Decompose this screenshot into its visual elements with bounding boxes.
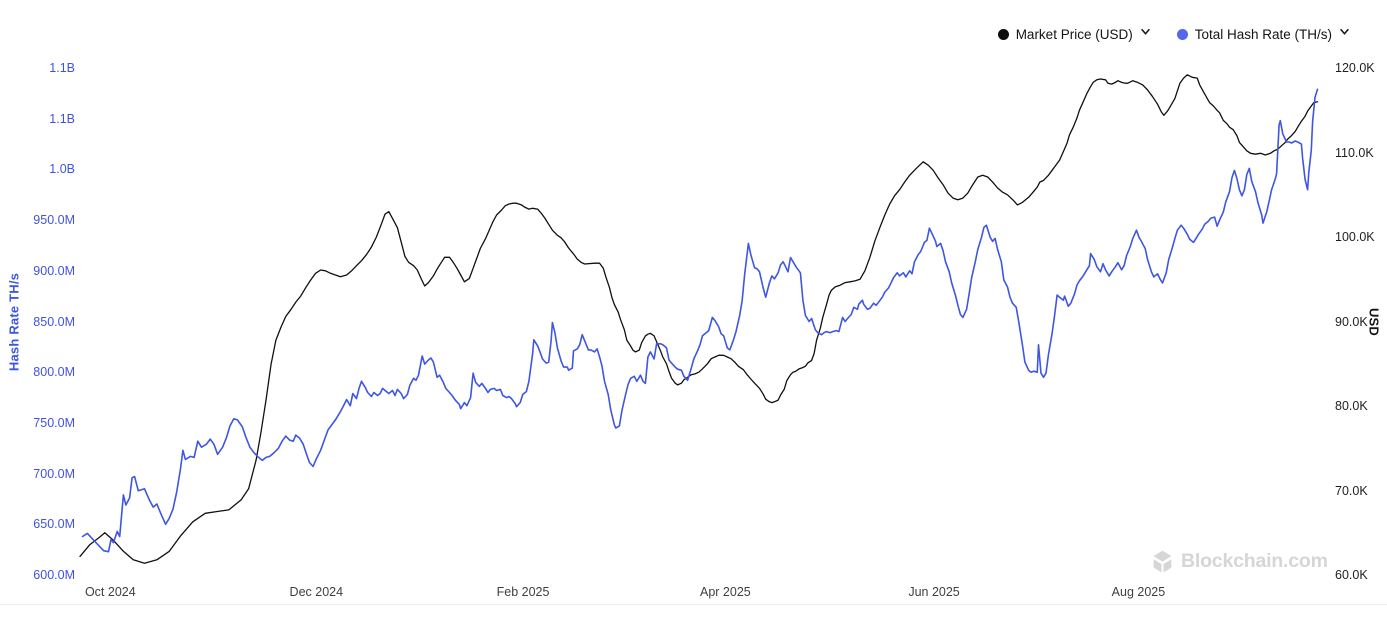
left-axis-tick-label: 700.0M bbox=[33, 466, 75, 481]
right-axis-tick-labels: 120.0K 110.0K 100.0K 90.0K 80.0K 70.0K 60.0K bbox=[1335, 0, 1387, 622]
left-axis-tick-label: 1.1B bbox=[49, 111, 75, 126]
legend-label-market-price: Market Price (USD) bbox=[1015, 27, 1133, 42]
watermark-text: Blockchain.com bbox=[1181, 550, 1328, 572]
watermark: Blockchain.com bbox=[1150, 549, 1328, 574]
left-axis-tick-label: 750.0M bbox=[33, 415, 75, 430]
market-price-dot-icon bbox=[997, 29, 1009, 40]
x-axis-tick-label: Oct 2024 bbox=[84, 585, 136, 599]
axis-baseline bbox=[0, 604, 1387, 605]
x-axis-tick-label: Apr 2025 bbox=[700, 585, 751, 599]
left-axis-tick-label: 650.0M bbox=[33, 517, 75, 532]
chevron-down-icon[interactable] bbox=[1339, 26, 1350, 37]
right-axis-tick-label: 120.0K bbox=[1335, 61, 1375, 75]
left-axis-tick-label: 1.0B bbox=[49, 162, 75, 177]
x-axis-tick-label: Dec 2024 bbox=[289, 585, 344, 599]
left-axis-tick-label: 900.0M bbox=[33, 263, 75, 278]
right-axis-tick-label: 80.0K bbox=[1335, 399, 1368, 413]
right-axis-tick-label: 60.0K bbox=[1335, 568, 1368, 582]
left-axis-tick-label: 1.1B bbox=[49, 61, 75, 75]
blockchain-logo-icon bbox=[1153, 550, 1172, 573]
left-axis-tick-labels: 1.1B 1.1B 1.0B 950.0M 900.0M 850.0M 800.0M 750.… bbox=[18, 0, 75, 622]
left-axis-tick-label: 800.0M bbox=[33, 365, 75, 380]
x-axis-tick-label: Feb 2025 bbox=[496, 585, 550, 599]
hash-rate-dot-icon bbox=[1176, 29, 1188, 40]
x-axis-tick-label: Aug 2025 bbox=[1111, 585, 1166, 599]
price-line bbox=[79, 74, 1319, 564]
right-axis-tick-label: 110.0K bbox=[1335, 145, 1374, 160]
x-axis-tick-labels: Oct 2024 Dec 2024 Feb 2025 Apr 2025 Jun 2025… bbox=[0, 585, 1387, 603]
right-axis-tick-label: 100.0K bbox=[1335, 230, 1375, 244]
chevron-down-icon[interactable] bbox=[1140, 26, 1151, 37]
x-axis-tick-label: Jun 2025 bbox=[908, 585, 960, 599]
left-axis-tick-label: 850.0M bbox=[33, 314, 75, 329]
left-axis-tick-label: 950.0M bbox=[33, 213, 75, 228]
legend-label-hash-rate: Total Hash Rate (TH/s) bbox=[1194, 27, 1332, 42]
right-axis-tick-label: 90.0K bbox=[1335, 314, 1368, 329]
left-axis-tick-label: 600.0M bbox=[33, 568, 75, 582]
legend: Market Price (USD) Total Hash Rate (TH/s… bbox=[997, 26, 1350, 42]
right-axis-tick-label: 70.0K bbox=[1335, 483, 1368, 498]
legend-item-hash-rate[interactable]: Total Hash Rate (TH/s) bbox=[1176, 26, 1350, 42]
legend-item-market-price[interactable]: Market Price (USD) bbox=[997, 26, 1151, 42]
hash-rate-line bbox=[81, 88, 1319, 553]
